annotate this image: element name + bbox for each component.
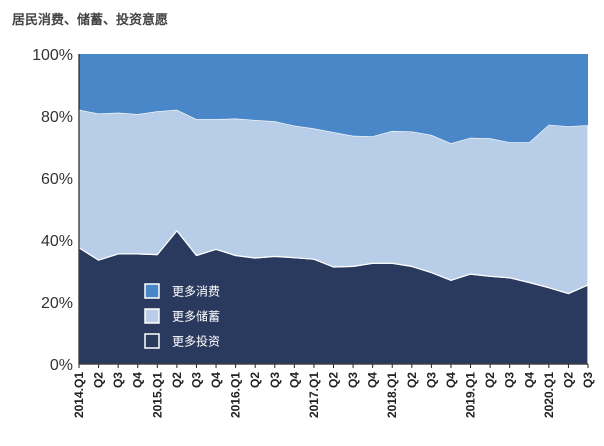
x-tick-label: Q4 (522, 372, 536, 388)
x-tick-label: Q2 (405, 372, 419, 388)
x-tick-label: Q2 (92, 372, 106, 388)
x-tick-label: Q3 (346, 372, 360, 388)
x-tick-label: Q3 (111, 372, 125, 388)
x-tick-label: 2014.Q1 (72, 372, 86, 418)
x-tick-label: Q3 (424, 372, 438, 388)
x-tick-label: Q2 (170, 372, 184, 388)
x-tick-label: 2017.Q1 (307, 372, 321, 418)
x-tick-label: Q4 (287, 372, 301, 388)
y-tick-label: 0% (50, 357, 73, 374)
x-tick-label: Q3 (268, 372, 282, 388)
x-tick-label: Q2 (561, 372, 575, 388)
x-tick-label: 2019.Q1 (464, 372, 478, 418)
x-tick-label: Q2 (248, 372, 262, 388)
y-tick-label: 80% (41, 109, 73, 126)
legend-label: 更多储蓄 (172, 309, 220, 324)
area-series-3 (79, 54, 588, 144)
x-tick-label: Q3 (503, 372, 517, 388)
y-tick-label: 40% (41, 233, 73, 250)
area-layers (78, 54, 589, 365)
y-axis-ticks: 0% 20% 40% 60% 80% 100% (32, 47, 73, 374)
y-tick-label: 100% (32, 47, 73, 64)
x-tick-label: Q3 (581, 372, 595, 388)
x-tick-label: 2016.Q1 (229, 372, 243, 418)
x-tick-label: Q4 (209, 372, 223, 388)
x-tick-label: Q2 (327, 372, 341, 388)
chart-title: 居民消费、储蓄、投资意愿 (12, 13, 169, 28)
x-axis-ticks: 2014.Q1 Q2 Q3 Q4 2015.Q1 Q2 Q3 Q4 2016.Q1 Q2 Q3 Q4 2… (72, 364, 595, 418)
legend-label: 更多消费 (172, 285, 220, 299)
legend-swatch (144, 308, 160, 324)
x-tick-label: Q4 (366, 372, 380, 388)
x-tick-label: 2020.Q1 (542, 372, 556, 418)
x-tick-label: Q4 (131, 372, 145, 388)
legend-label: 更多投资 (172, 334, 220, 349)
x-tick-label: Q4 (444, 372, 458, 388)
x-tick-label: Q2 (483, 372, 497, 388)
x-tick-label: 2018.Q1 (385, 372, 399, 418)
y-tick-label: 20% (41, 295, 73, 312)
legend-swatch (144, 333, 160, 349)
y-tick-label: 60% (41, 171, 73, 188)
x-tick-label: Q3 (189, 372, 203, 388)
x-tick-label: 2015.Q1 (150, 372, 164, 418)
legend-swatch (144, 283, 160, 299)
